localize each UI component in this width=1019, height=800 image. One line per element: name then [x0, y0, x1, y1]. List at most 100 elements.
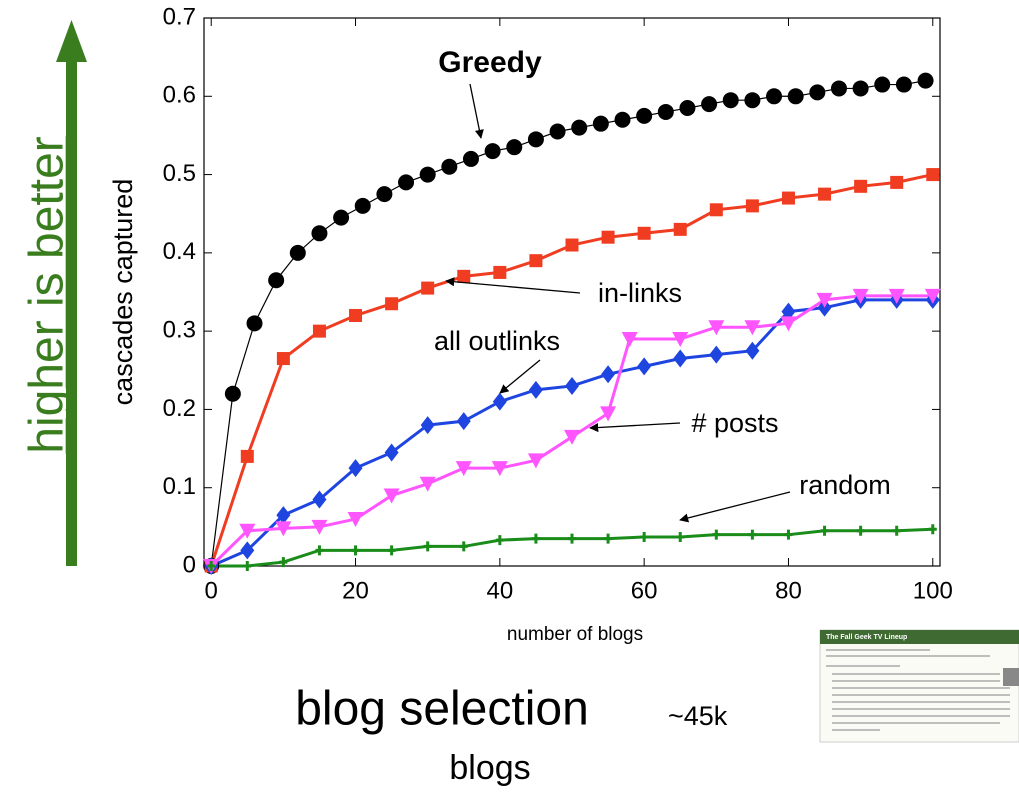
marker	[601, 365, 615, 383]
marker	[421, 416, 435, 434]
marker	[818, 188, 831, 201]
marker	[784, 530, 792, 540]
marker	[496, 535, 504, 545]
y-tick-label: 0.4	[163, 238, 196, 265]
marker	[241, 450, 254, 463]
marker	[385, 443, 399, 461]
marker	[890, 176, 903, 189]
marker	[506, 139, 522, 155]
marker	[333, 210, 349, 226]
marker	[311, 225, 327, 241]
marker	[243, 561, 251, 571]
marker	[355, 198, 371, 214]
caption: blog selection	[295, 683, 589, 736]
marker	[637, 357, 651, 375]
marker	[349, 309, 362, 322]
marker	[600, 406, 616, 421]
y-axis-label: cascades captured	[108, 179, 138, 406]
marker	[710, 203, 723, 216]
marker	[658, 104, 674, 120]
x-tick-label: 80	[775, 577, 802, 604]
marker	[679, 100, 695, 116]
marker	[676, 532, 684, 542]
marker	[918, 73, 934, 89]
y-tick-label: 0.6	[163, 82, 196, 109]
marker	[565, 377, 579, 395]
marker	[315, 545, 323, 555]
marker	[788, 88, 804, 104]
annotation: in-links	[598, 278, 682, 308]
marker	[388, 545, 396, 555]
marker	[896, 77, 912, 93]
annotation: all outlinks	[434, 326, 560, 356]
marker	[782, 192, 795, 205]
y-tick-label: 0	[183, 551, 196, 578]
marker	[701, 96, 717, 112]
marker	[748, 530, 756, 540]
marker	[636, 108, 652, 124]
thumbnail: The Fall Geek TV Lineup	[820, 630, 1019, 742]
marker	[893, 526, 901, 536]
marker	[424, 541, 432, 551]
marker	[593, 116, 609, 132]
marker	[564, 430, 580, 445]
y-tick-label: 0.1	[163, 473, 196, 500]
marker	[385, 297, 398, 310]
marker	[420, 167, 436, 183]
x-tick-label: 20	[342, 577, 369, 604]
marker	[441, 159, 457, 175]
marker	[615, 112, 631, 128]
caption-note: ~45k	[668, 701, 728, 731]
marker	[746, 199, 759, 212]
annotation: Greedy	[438, 46, 542, 79]
marker	[349, 459, 363, 477]
marker	[277, 352, 290, 365]
marker	[376, 186, 392, 202]
marker	[709, 346, 723, 364]
marker	[313, 325, 326, 338]
marker	[493, 393, 507, 411]
marker	[568, 534, 576, 544]
x-tick-label: 0	[205, 577, 218, 604]
marker	[673, 350, 687, 368]
marker	[831, 80, 847, 96]
marker	[854, 180, 867, 193]
marker	[247, 315, 263, 331]
marker	[566, 239, 579, 252]
marker	[528, 131, 544, 147]
marker	[529, 254, 542, 267]
marker	[674, 223, 687, 236]
marker	[352, 545, 360, 555]
marker	[640, 532, 648, 542]
x-tick-label: 60	[631, 577, 658, 604]
marker	[853, 80, 869, 96]
marker	[485, 143, 501, 159]
y-tick-label: 0.2	[163, 395, 196, 422]
annotation-arrow	[590, 423, 680, 428]
x-tick-label: 100	[913, 577, 953, 604]
marker	[723, 92, 739, 108]
marker	[550, 124, 566, 140]
marker	[571, 120, 587, 136]
marker	[532, 534, 540, 544]
marker	[929, 524, 937, 534]
marker	[225, 386, 241, 402]
x-axis-label: number of blogs	[507, 624, 643, 645]
annotation: # posts	[691, 408, 778, 438]
marker	[421, 282, 434, 295]
marker	[604, 534, 612, 544]
thumbnail-title: The Fall Geek TV Lineup	[826, 634, 907, 641]
annotation-arrow	[446, 281, 580, 293]
y-tick-label: 0.5	[163, 160, 196, 187]
annotation-arrow	[680, 492, 790, 520]
marker	[398, 174, 414, 190]
marker	[809, 84, 825, 100]
marker	[638, 227, 651, 240]
y-tick-label: 0.7	[163, 3, 196, 30]
annotation-arrow	[470, 84, 481, 138]
marker	[312, 490, 326, 508]
marker	[712, 530, 720, 540]
marker	[857, 526, 865, 536]
marker	[384, 489, 400, 504]
